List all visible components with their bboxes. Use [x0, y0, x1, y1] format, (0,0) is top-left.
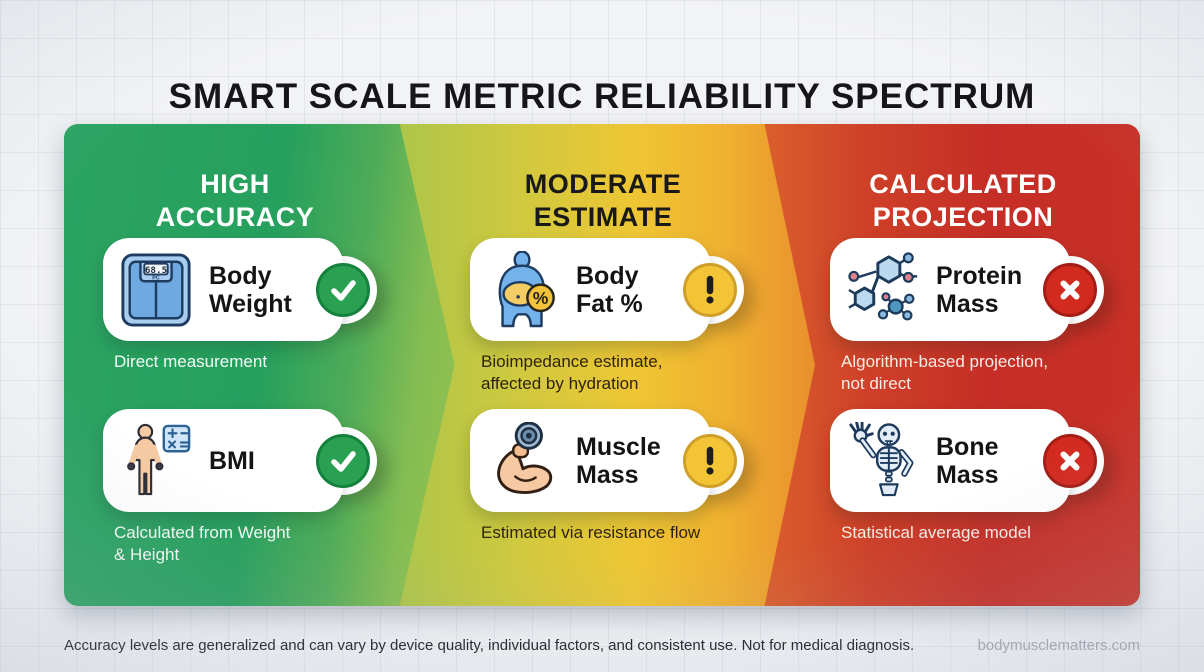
metric-title: BMI — [209, 446, 255, 475]
metric-caption: Direct measurement — [114, 352, 268, 371]
metric-title: Muscle Mass — [576, 432, 661, 489]
metric-caption: Statistical average model — [841, 523, 1031, 542]
metric-title: Protein Mass — [936, 261, 1023, 318]
svg-text:68.5: 68.5 — [145, 264, 167, 275]
muscle-arm-dumbbell-icon — [485, 419, 561, 503]
metric-caption: Calculated from Weight & Height — [114, 523, 291, 564]
metric-card-protein-mass: Protein Mass — [830, 238, 1104, 341]
card-pill: Muscle Mass — [470, 409, 710, 512]
metric-card-body-weight: 68.5 PC Body Weight — [103, 238, 377, 341]
check-icon — [316, 262, 370, 317]
svg-text:PC: PC — [152, 275, 160, 281]
zone-calculated-projection-background — [764, 124, 1140, 606]
cross-icon — [1043, 433, 1097, 488]
column-header-calculated-projection: CALCULATED PROJECTION — [869, 169, 1057, 233]
card-pill: % Body Fat % — [470, 238, 710, 341]
card-pill: BMI — [103, 409, 343, 512]
metric-title: Bone Mass — [936, 432, 999, 489]
metric-card-bone-mass: Bone Mass — [830, 409, 1104, 512]
check-icon — [316, 433, 370, 488]
column-header-moderate-estimate: MODERATE ESTIMATE — [524, 169, 682, 233]
warning-icon — [683, 433, 737, 488]
metric-caption: Algorithm-based projection, not direct — [841, 352, 1048, 393]
scale-icon: 68.5 PC — [118, 248, 194, 332]
card-pill: Bone Mass — [830, 409, 1070, 512]
watermark-text: bodymusclematters.com — [977, 637, 1140, 654]
metric-card-body-fat: % Body Fat % — [470, 238, 744, 341]
metric-caption: Bioimpedance estimate, affected by hydra… — [481, 352, 663, 393]
spectrum-panel: HIGH ACCURACY 68.5 PC Body Weight — [64, 124, 1140, 606]
protein-molecule-icon — [845, 248, 921, 332]
warning-icon — [683, 262, 737, 317]
svg-text:%: % — [533, 288, 549, 308]
column-header-high-accuracy: HIGH ACCURACY — [155, 169, 315, 233]
skeleton-icon — [845, 419, 921, 503]
metric-card-muscle-mass: Muscle Mass — [470, 409, 744, 512]
metric-card-bmi: BMI — [103, 409, 377, 512]
body-fat-percent-icon: % — [485, 248, 561, 332]
card-pill: Protein Mass — [830, 238, 1070, 341]
bmi-figure-calculator-icon — [118, 419, 194, 503]
metric-title: Body Fat % — [576, 261, 643, 318]
disclaimer-text: Accuracy levels are generalized and can … — [64, 637, 915, 654]
cross-icon — [1043, 262, 1097, 317]
metric-caption: Estimated via resistance flow — [481, 523, 701, 542]
metric-title: Body Weight — [209, 261, 292, 318]
card-pill: 68.5 PC Body Weight — [103, 238, 343, 341]
page-title: SMART SCALE METRIC RELIABILITY SPECTRUM — [168, 77, 1036, 117]
